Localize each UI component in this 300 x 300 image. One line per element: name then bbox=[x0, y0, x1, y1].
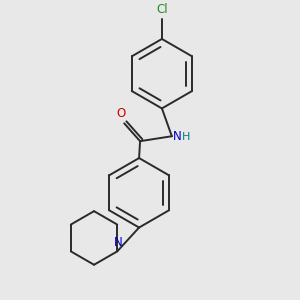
Text: O: O bbox=[117, 107, 126, 120]
Text: Cl: Cl bbox=[156, 3, 168, 16]
Text: H: H bbox=[182, 132, 190, 142]
Text: N: N bbox=[173, 130, 182, 143]
Text: N: N bbox=[114, 236, 123, 249]
